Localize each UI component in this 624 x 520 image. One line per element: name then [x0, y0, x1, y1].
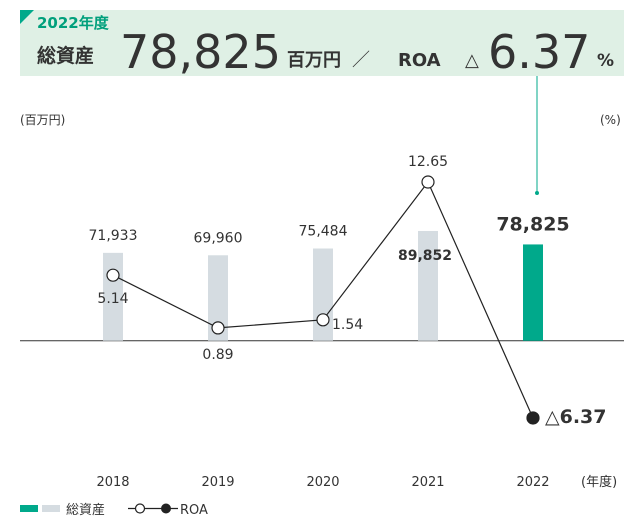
bar — [208, 255, 228, 341]
bar-value-label: 71,933 — [89, 228, 138, 244]
roa-value-label: 5.14 — [97, 291, 128, 307]
legend-swatch — [42, 505, 60, 512]
roa-marker — [526, 411, 540, 425]
bar — [523, 244, 543, 341]
roa-value-label: 12.65 — [408, 154, 448, 170]
legend-swatch — [20, 505, 38, 512]
connector-dot — [535, 191, 539, 195]
bar-value-label: 89,852 — [398, 248, 452, 264]
x-tick-label: 2022 — [516, 475, 549, 490]
y2-axis-label: (%) — [600, 113, 621, 127]
x-tick-label: 2018 — [96, 475, 129, 490]
bar-value-label: 75,484 — [299, 224, 348, 240]
header-unit: 百万円 — [287, 50, 341, 71]
header-roa-label: ROA — [398, 50, 441, 71]
legend-label: ROA — [180, 503, 208, 518]
roa-value-label: △6.37 — [545, 406, 607, 428]
header-roa-unit: % — [597, 51, 614, 71]
header-roa-value: 6.37 — [488, 25, 590, 79]
x-tick-label: 2021 — [411, 475, 444, 490]
header-roa-sign: △ — [465, 50, 479, 71]
roa-value-label: 1.54 — [332, 317, 363, 333]
bar-value-label: 78,825 — [496, 213, 569, 235]
corner-mark — [20, 10, 34, 24]
x-tick-label: 2020 — [306, 475, 339, 490]
roa-value-label: 0.89 — [202, 347, 233, 363]
header-year: 2022年度 — [37, 14, 110, 32]
x-axis-label: (年度) — [581, 474, 617, 490]
legend-label: 総資産 — [66, 502, 105, 518]
bar — [418, 230, 438, 341]
roa-marker — [211, 321, 225, 335]
header-label: 総資産 — [37, 44, 94, 67]
legend-marker — [134, 503, 146, 514]
x-tick-label: 2019 — [201, 475, 234, 490]
roa-marker — [421, 175, 435, 189]
y-axis-label: (百万円) — [20, 113, 65, 127]
legend-marker — [161, 503, 171, 514]
bar-value-label: 69,960 — [194, 230, 243, 246]
header-value: 78,825 — [120, 25, 281, 79]
header-band — [20, 10, 624, 76]
bar — [313, 248, 333, 341]
roa-marker — [316, 313, 330, 327]
header-separator: ／ — [352, 50, 370, 71]
roa-marker — [106, 268, 120, 282]
